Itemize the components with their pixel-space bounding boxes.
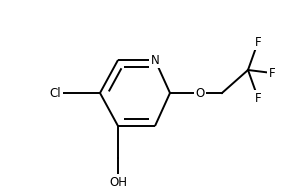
- Text: F: F: [255, 35, 261, 48]
- Text: Cl: Cl: [49, 86, 61, 100]
- Text: F: F: [255, 92, 261, 104]
- Text: N: N: [151, 54, 159, 66]
- Text: OH: OH: [109, 175, 127, 189]
- Text: F: F: [269, 66, 275, 80]
- Text: O: O: [195, 86, 205, 100]
